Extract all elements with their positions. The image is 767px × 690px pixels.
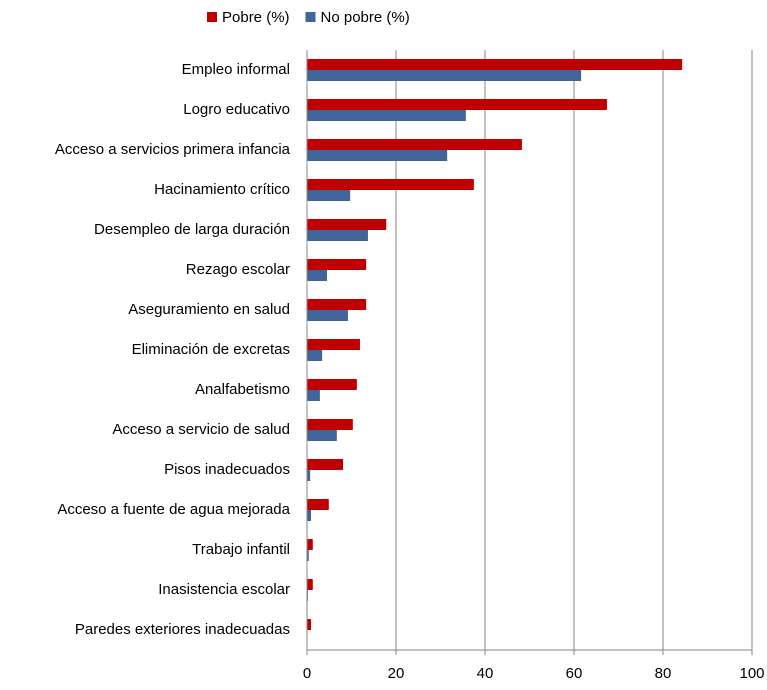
bar [307,310,348,321]
bar [307,70,582,81]
y-tick-label: Hacinamiento crítico [154,181,290,198]
bar [307,379,357,390]
y-tick-label: Rezago escolar [186,261,290,278]
bar [307,339,360,350]
y-tick-label: Logro educativo [183,101,290,118]
bar [307,259,367,270]
y-tick-label: Pisos inadecuados [164,461,290,478]
x-tick-label: 20 [388,665,405,682]
y-tick-label: Eliminación de excretas [132,341,290,358]
bar [307,99,607,110]
bar [307,270,328,281]
bar [307,510,312,521]
bar [307,219,387,230]
y-tick-label: Acceso a servicios primera infancia [55,141,291,158]
bar [307,299,367,310]
x-tick-label: 40 [477,665,494,682]
bar [307,619,312,630]
bar [307,59,683,70]
bar [307,139,522,150]
bar [307,179,474,190]
legend-swatch [305,12,316,22]
bar [307,150,448,161]
bar [307,459,344,470]
x-tick-label: 60 [566,665,583,682]
y-tick-label: Paredes exteriores inadecuadas [75,621,290,638]
x-tick-label: 80 [655,665,672,682]
y-tick-label: Desempleo de larga duración [94,221,290,238]
bar [307,470,311,481]
bar [307,110,466,121]
y-tick-label: Acceso a fuente de agua mejorada [57,501,290,518]
y-tick-label: Acceso a servicio de salud [112,421,290,438]
bar [307,430,337,441]
legend-label: No pobre (%) [321,9,410,26]
legend-swatch [207,12,217,22]
bar [307,579,313,590]
bar [307,499,329,510]
bar [307,190,351,201]
y-tick-label: Trabajo infantil [192,541,290,558]
legend-label: Pobre (%) [222,9,290,26]
y-tick-label: Inasistencia escolar [158,581,290,598]
y-tick-label: Analfabetismo [195,381,290,398]
bar [307,350,323,361]
bar [307,419,353,430]
bar [307,230,368,241]
y-tick-label: Empleo informal [182,61,290,78]
x-tick-label: 100 [739,665,764,682]
x-tick-label: 0 [303,665,311,682]
bar [307,390,320,401]
bar [307,539,313,550]
bar [307,550,309,561]
y-tick-label: Aseguramiento en salud [128,301,290,318]
